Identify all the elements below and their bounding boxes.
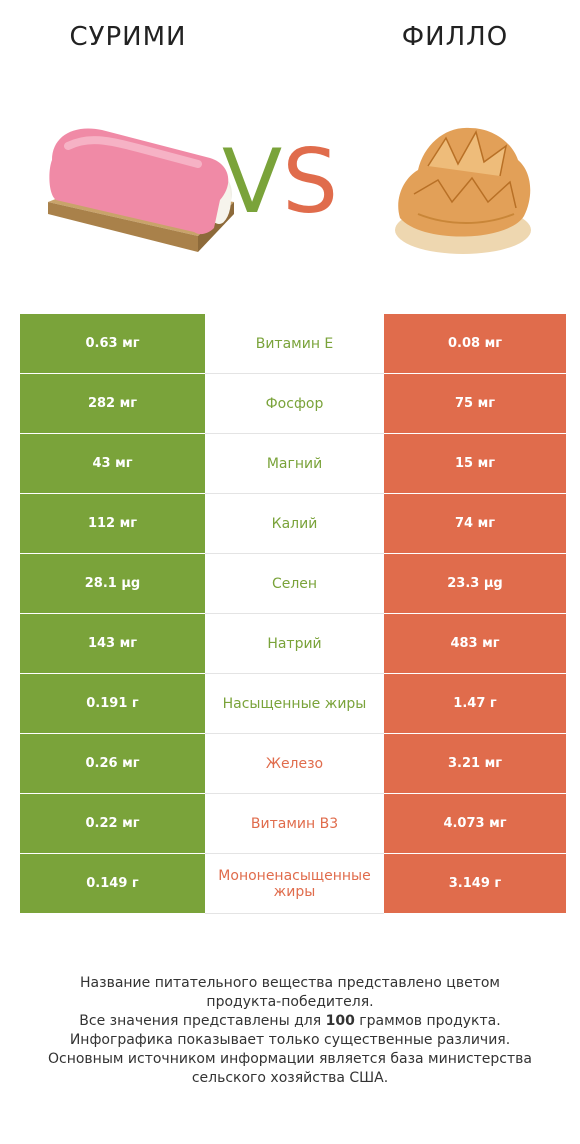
right-value: 3.149 г [384, 853, 566, 914]
nutrient-name: Натрий [205, 613, 384, 674]
right-value: 483 мг [384, 613, 566, 674]
right-value: 3.21 мг [384, 733, 566, 794]
table-row: 112 мг Калий 74 мг [20, 493, 566, 554]
nutrient-name: Витамин B3 [205, 793, 384, 854]
footer-line: Основным источником информации является … [48, 1051, 532, 1067]
nutrient-comparison-table: 0.63 мг Витамин E 0.08 мг 282 мг Фосфор … [20, 314, 566, 914]
left-value: 143 мг [20, 613, 205, 674]
table-row: 28.1 µg Селен 23.3 µg [20, 553, 566, 614]
right-value: 74 мг [384, 493, 566, 554]
nutrient-name: Насыщенные жиры [205, 673, 384, 734]
vs-letter-v: V [222, 130, 283, 233]
nutrient-name: Мононенасыщенные жиры [205, 853, 384, 914]
nutrient-name: Железо [205, 733, 384, 794]
nutrient-name: Калий [205, 493, 384, 554]
footer-line: Название питательного вещества представл… [80, 975, 500, 991]
table-row: 0.22 мг Витамин B3 4.073 мг [20, 793, 566, 854]
nutrient-name: Магний [205, 433, 384, 494]
left-value: 0.191 г [20, 673, 205, 734]
footer-text: Все значения представлены для [79, 1013, 326, 1029]
nutrient-name: Фосфор [205, 373, 384, 434]
left-product-title: СУРИМИ [69, 22, 187, 52]
table-row: 0.149 г Мононенасыщенные жиры 3.149 г [20, 853, 566, 914]
footer-line: Инфографика показывает только существенн… [69, 1032, 511, 1048]
footer-amount: 100 [325, 1013, 355, 1029]
left-value: 0.63 мг [20, 314, 205, 374]
nutrient-name: Селен [205, 553, 384, 614]
right-value: 0.08 мг [384, 314, 566, 374]
footer-line: сельского хозяйства США. [191, 1070, 389, 1086]
table-row: 0.63 мг Витамин E 0.08 мг [20, 314, 566, 374]
right-value: 4.073 мг [384, 793, 566, 854]
table-row: 282 мг Фосфор 75 мг [20, 373, 566, 434]
left-value: 282 мг [20, 373, 205, 434]
footer-note: Название питательного вещества представл… [20, 974, 560, 1088]
left-value: 28.1 µg [20, 553, 205, 614]
table-row: 43 мг Магний 15 мг [20, 433, 566, 494]
right-value: 75 мг [384, 373, 566, 434]
surimi-image [48, 128, 234, 252]
footer-text: граммов продукта. [354, 1013, 501, 1029]
left-value: 43 мг [20, 433, 205, 494]
vs-label: VS [222, 138, 338, 226]
footer-line: Все значения представлены для 100 граммо… [20, 1012, 560, 1031]
vs-letter-s: S [282, 130, 339, 233]
table-row: 143 мг Натрий 483 мг [20, 613, 566, 674]
table-row: 0.26 мг Железо 3.21 мг [20, 733, 566, 794]
right-value: 1.47 г [384, 673, 566, 734]
right-product-title: ФИЛЛО [401, 22, 509, 52]
left-value: 0.22 мг [20, 793, 205, 854]
left-value: 0.149 г [20, 853, 205, 914]
footer-line: продукта-победителя. [206, 994, 374, 1010]
right-value: 23.3 µg [384, 553, 566, 614]
nutrient-name: Витамин E [205, 314, 384, 374]
fillo-image [395, 127, 531, 254]
right-value: 15 мг [384, 433, 566, 494]
left-value: 112 мг [20, 493, 205, 554]
left-value: 0.26 мг [20, 733, 205, 794]
table-row: 0.191 г Насыщенные жиры 1.47 г [20, 673, 566, 734]
